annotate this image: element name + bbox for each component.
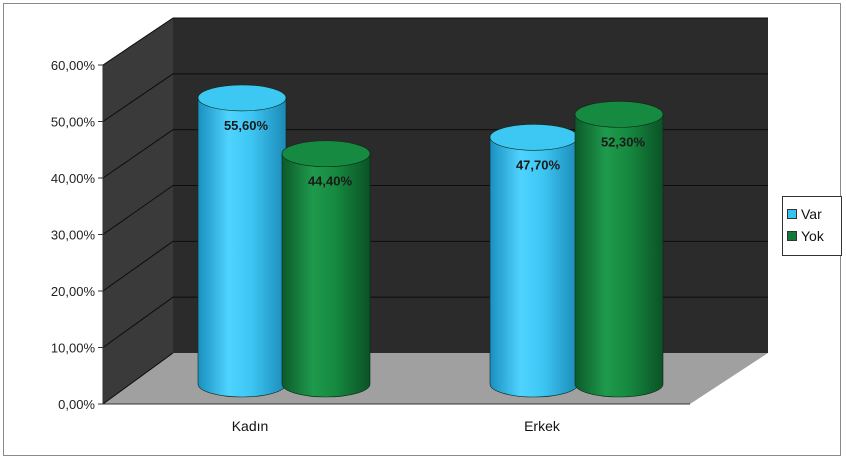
legend-label-var: Var [801,206,822,222]
y-tick-label: 30,00% [51,228,96,243]
data-label: 47,70% [516,157,561,172]
cylinder-cap [197,84,287,112]
bar-yok-kadin: 44,40% [281,140,371,398]
gridline-side [102,129,174,179]
bar-var-erkek: 47,70% [489,123,579,398]
cylinder-cap [574,101,664,128]
gridline-side [102,240,174,292]
y-tick-label: 10,00% [51,341,96,356]
gridline-side [102,17,174,66]
gridline-side [102,73,174,122]
legend-swatch-var [787,209,797,219]
gridline-side [102,352,174,405]
side-wall [103,18,173,404]
gridline-side [102,296,174,348]
category-label-erkek: Erkek [524,418,561,434]
legend-item-var: Var [787,203,837,225]
cylinder-body [489,136,579,398]
cylinder-body [574,114,664,398]
cylinder-cap [281,140,371,168]
category-label-kadin: Kadın [232,418,269,434]
gridline-side [102,185,174,235]
y-axis-ticks: 0,00% 10,00% 20,00% 30,00% 40,00% 50,00% 60,00… [51,58,103,412]
cylinder-cap [489,123,579,151]
cylinder-body [197,97,287,398]
y-tick-label: 20,00% [51,284,96,299]
legend-item-yok: Yok [787,225,837,247]
legend-swatch-yok [787,231,797,241]
legend: Var Yok [782,196,842,256]
data-label: 52,30% [601,134,646,149]
y-tick-label: 50,00% [51,115,96,130]
data-label: 55,60% [224,118,269,133]
bar-var-kadin: 55,60% [197,84,287,398]
y-tick-label: 60,00% [51,58,96,73]
y-tick-label: 40,00% [51,171,96,186]
y-tick-label: 0,00% [58,397,95,412]
cylinder-body [281,153,371,398]
bars: 55,60% 44,40% 47,70% 52,30% [197,84,664,398]
data-label: 44,40% [308,174,353,189]
legend-label-yok: Yok [801,228,824,244]
bar-yok-erkek: 52,30% [574,101,664,398]
